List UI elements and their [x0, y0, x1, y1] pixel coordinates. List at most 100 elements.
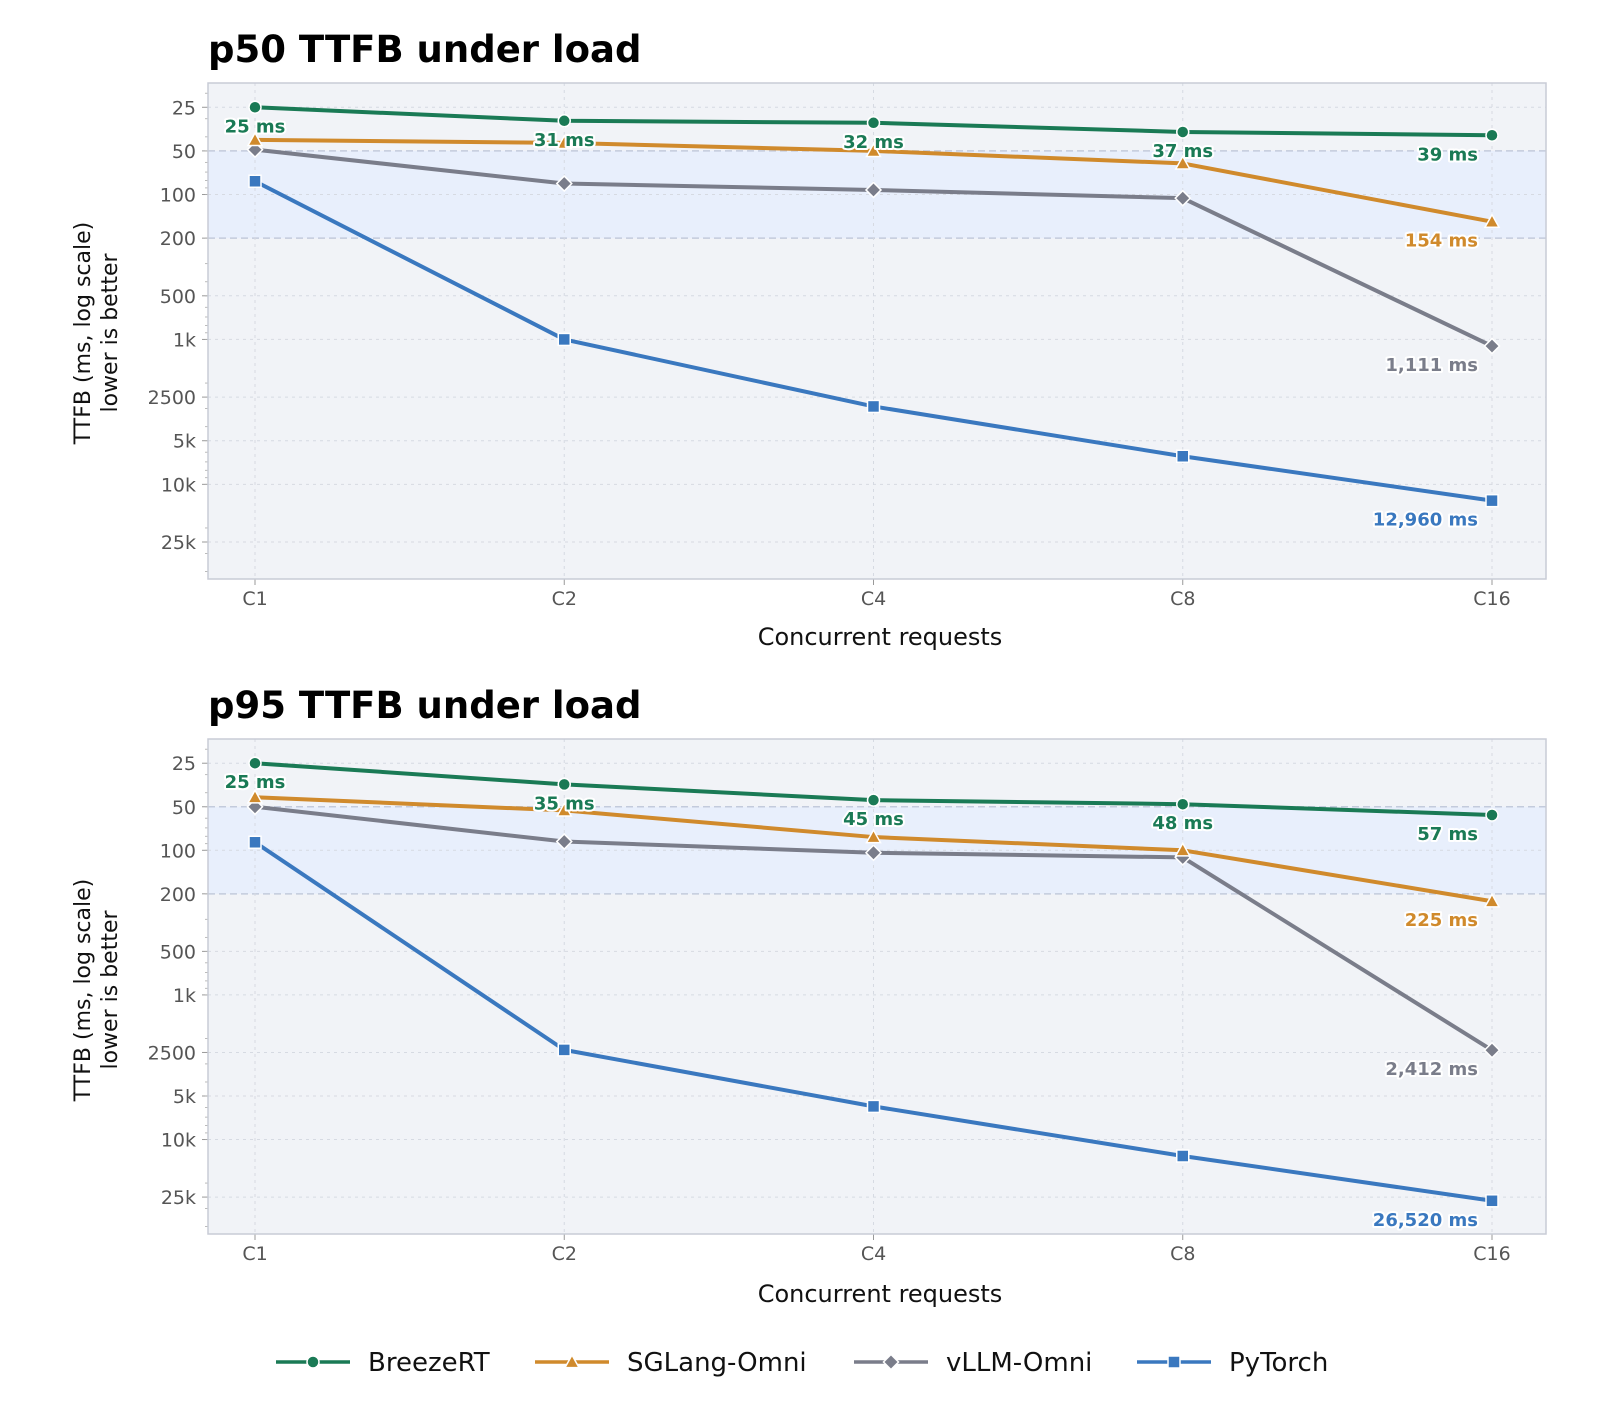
data-label: 25 ms: [225, 772, 286, 793]
legend-item-sglang-omni: SGLang-Omni: [535, 1348, 807, 1378]
y-axis-label: TTFB (ms, log scale): [71, 879, 96, 1103]
data-label: 45 ms: [843, 809, 904, 830]
data-label: 1,111 ms: [1385, 355, 1478, 376]
data-point: [866, 793, 881, 807]
data-label: 12,960 ms: [1373, 510, 1478, 531]
legend-item-pytorch: PyTorch: [1137, 1348, 1328, 1378]
y-tick-label: 200: [160, 228, 196, 250]
x-tick-label: C16: [1473, 588, 1510, 610]
y-axis-label-sub: lower is better: [98, 910, 123, 1070]
y-tick-label: 25: [172, 753, 196, 775]
y-tick-label: 10k: [161, 474, 196, 496]
data-point: [866, 399, 881, 414]
y-tick-label: 25k: [161, 1187, 196, 1209]
circle-icon: [306, 1355, 320, 1369]
data-point: [864, 181, 883, 199]
data-point: [248, 835, 262, 850]
data-point: [557, 777, 571, 792]
data-point: [246, 788, 264, 804]
y-tick-label: 50: [172, 797, 196, 819]
legend-label: SGLang-Omni: [627, 1348, 807, 1378]
x-tick-label: C4: [861, 588, 886, 610]
x-axis-label: Concurrent requests: [758, 1280, 1003, 1308]
data-point: [1483, 213, 1501, 229]
diamond-icon: [882, 1353, 900, 1371]
legend-label: PyTorch: [1229, 1348, 1328, 1378]
legend-item-vllm-omni: vLLM-Omni: [854, 1348, 1092, 1378]
data-label: 57 ms: [1417, 824, 1478, 845]
legend: BreezeRT SGLang-Omni vLLM-Omni PyTorch: [276, 1348, 1328, 1378]
data-label: 31 ms: [534, 130, 595, 151]
data-point: [555, 174, 573, 193]
data-point: [1174, 189, 1192, 207]
y-tick-label: 100: [160, 185, 196, 207]
data-point: [248, 100, 262, 115]
data-label: 39 ms: [1417, 144, 1478, 165]
series-sglang-omni: [246, 788, 1501, 908]
chart-title: p50 TTFB under load: [208, 28, 642, 71]
legend-label: vLLM-Omni: [946, 1348, 1092, 1378]
data-point: [1485, 128, 1499, 143]
series-vllm-omni: [246, 141, 1501, 355]
data-label: 26,520 ms: [1373, 1210, 1478, 1231]
series-sglang-omni: [246, 131, 1501, 229]
data-point: [555, 134, 573, 150]
data-label: 37 ms: [1152, 141, 1213, 162]
data-label: 154 ms: [1405, 231, 1478, 252]
data-point: [555, 801, 573, 817]
triangle-icon: [563, 1353, 581, 1369]
data-label: 25 ms: [225, 116, 286, 137]
data-point: [864, 844, 883, 862]
y-tick-label: 200: [160, 884, 196, 906]
square-icon: [1167, 1355, 1181, 1369]
y-tick-label: 1k: [173, 985, 196, 1007]
y-tick-label: 10k: [161, 1130, 196, 1152]
series-breezert: [248, 756, 1499, 822]
data-label: 2,412 ms: [1385, 1059, 1478, 1080]
series-vllm-omni: [246, 798, 1501, 1059]
y-tick-label: 2500: [148, 1042, 196, 1064]
x-tick-label: C8: [1170, 588, 1195, 610]
data-point: [866, 1099, 881, 1114]
data-point: [1176, 125, 1190, 139]
y-tick-label: 5k: [173, 1086, 196, 1108]
data-point: [555, 832, 573, 851]
data-point: [865, 142, 882, 158]
x-tick-label: C16: [1473, 1243, 1510, 1265]
x-tick-label: C2: [552, 588, 577, 610]
data-point: [557, 114, 571, 128]
data-label: 225 ms: [1405, 910, 1478, 931]
plot-area: 25 50 100 200 500 1k 2500 5k 10k 25k C1 C2 C4 C8 C16 25…: [148, 738, 1547, 1265]
legend-label: BreezeRT: [368, 1348, 490, 1378]
data-point: [1174, 841, 1192, 857]
plot-frame: [207, 738, 1547, 1235]
data-point: [557, 332, 571, 347]
x-tick-label: C4: [861, 1243, 886, 1265]
y-axis-label: TTFB (ms, log scale): [71, 222, 96, 446]
data-point: [1483, 892, 1501, 908]
series-pytorch: [248, 174, 1499, 508]
y-tick-label: 100: [160, 840, 196, 862]
y-axis-label-sub: lower is better: [98, 253, 123, 413]
chart-p50: p50 TTFB under load TTFB (ms, log scale)…: [71, 28, 1547, 651]
data-point: [248, 756, 262, 770]
x-axis-label: Concurrent requests: [758, 623, 1003, 651]
y-tick-label: 1k: [173, 329, 196, 351]
data-point: [1483, 337, 1501, 355]
data-point: [1485, 493, 1499, 508]
x-tick-label: C8: [1170, 1243, 1195, 1265]
data-point: [246, 131, 264, 147]
data-point: [866, 116, 881, 130]
y-tick-label: 25k: [161, 532, 196, 554]
data-point: [1485, 1194, 1499, 1208]
data-point: [1174, 154, 1192, 170]
x-tick-label: C1: [242, 1243, 267, 1265]
x-tick-label: C1: [242, 588, 267, 610]
data-point: [248, 174, 262, 189]
chart-p95: p95 TTFB under load TTFB (ms, log scale)…: [71, 684, 1547, 1308]
y-tick-label: 5k: [173, 431, 196, 453]
x-tick-label: C2: [552, 1243, 577, 1265]
plot-area: 25 50 100 200 500 1k 2500 5k 10k 25k C1 C2 C4 C8 C16 25…: [148, 82, 1547, 610]
data-label: 35 ms: [534, 793, 595, 814]
